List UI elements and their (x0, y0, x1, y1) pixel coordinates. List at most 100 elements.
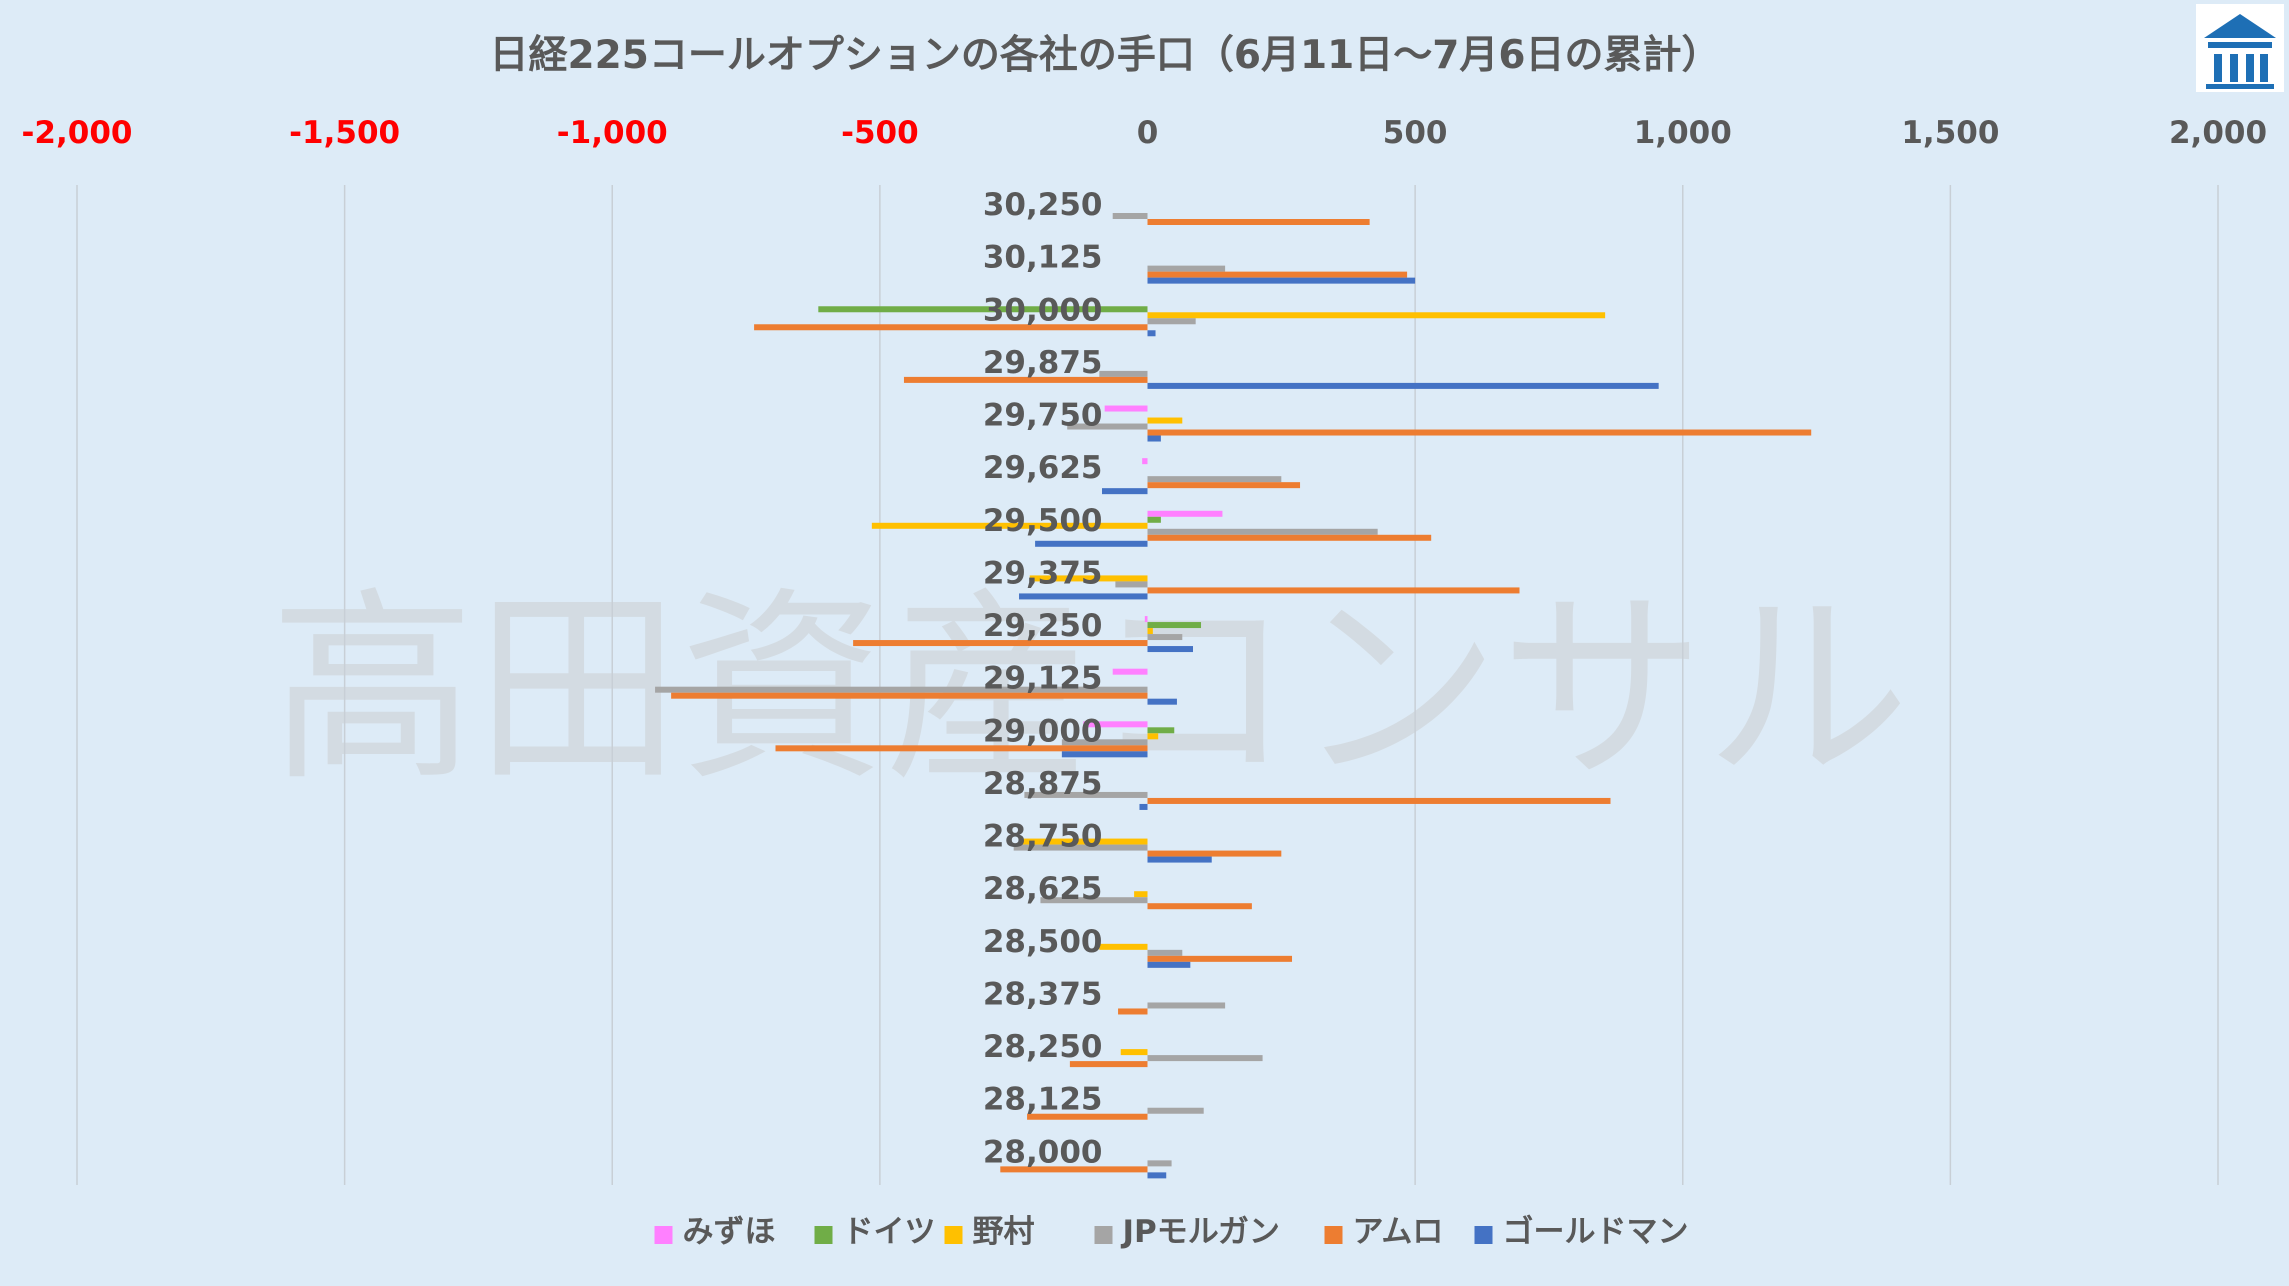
legend-label: ゴールドマン (1503, 1214, 1689, 1250)
category-label: 28,875 (983, 766, 1103, 802)
bar (1019, 593, 1148, 600)
legend-label: ドイツ (843, 1214, 936, 1250)
building-logo-icon (2196, 4, 2284, 92)
legend-swatch (654, 1226, 673, 1244)
legend-label: みずほ (683, 1214, 776, 1250)
bar (1027, 1113, 1148, 1120)
bar (1147, 727, 1175, 734)
category-label: 29,625 (983, 450, 1103, 486)
bar (1147, 534, 1432, 541)
bar (1147, 219, 1370, 225)
bar (1147, 955, 1293, 962)
x-tick-label: 1,500 (1901, 115, 1999, 151)
bar (1147, 646, 1193, 653)
category-label: 28,500 (983, 924, 1103, 960)
bar (1147, 476, 1282, 483)
bar (1147, 622, 1202, 629)
grid-lines (76, 185, 2219, 1185)
category-label: 29,875 (983, 345, 1103, 381)
bar (1147, 435, 1161, 442)
legend-swatch (1324, 1226, 1343, 1244)
bar (1061, 739, 1148, 746)
bar (1104, 405, 1148, 412)
bar (1147, 961, 1191, 968)
x-tick-label: -500 (841, 115, 919, 151)
bar (1144, 616, 1148, 623)
bar (1147, 850, 1282, 857)
bar (1147, 528, 1378, 535)
legend-label: JPモルガン (1121, 1214, 1280, 1250)
bar (1147, 382, 1659, 389)
bar (671, 692, 1148, 699)
bar (1147, 482, 1301, 489)
bar (1147, 318, 1196, 325)
legend-swatch (1094, 1226, 1113, 1244)
bar (1067, 423, 1148, 430)
bar (853, 640, 1148, 647)
x-tick-label: 500 (1383, 115, 1448, 151)
bar (1019, 838, 1148, 845)
x-tick-label: 1,000 (1634, 115, 1732, 151)
bar (1147, 1172, 1167, 1179)
bar (1147, 1160, 1172, 1167)
chart-title: 日経225コールオプションの各社の手口（6月11日～7月6日の累計） (489, 33, 1720, 78)
x-tick-label: -1,500 (289, 115, 400, 151)
bar (1147, 1107, 1204, 1114)
bar (1112, 668, 1148, 675)
bar (1147, 417, 1183, 424)
bar (1029, 575, 1148, 582)
bar (1147, 271, 1408, 278)
bar (1147, 1055, 1263, 1062)
bar (1147, 856, 1212, 863)
bar (1099, 943, 1148, 950)
bar (1147, 628, 1153, 635)
legend-swatch (944, 1226, 963, 1244)
category-label: 28,250 (983, 1029, 1103, 1065)
bar (1069, 1061, 1148, 1068)
bar (1099, 370, 1148, 377)
legend-label: 野村 (973, 1214, 1035, 1250)
category-label: 30,000 (983, 292, 1103, 328)
bar (1147, 516, 1161, 523)
bar (1024, 791, 1148, 798)
bar (1147, 510, 1223, 517)
category-label: 28,375 (983, 976, 1103, 1012)
bar (1147, 733, 1159, 740)
bar (1147, 1002, 1226, 1009)
category-label: 30,125 (983, 240, 1103, 276)
bar (1120, 1049, 1148, 1056)
bar (1142, 458, 1148, 465)
legend-label: アムロ (1353, 1214, 1444, 1250)
category-label: 29,250 (983, 608, 1103, 644)
bar (1147, 698, 1177, 705)
bar (1115, 581, 1148, 588)
bar (1035, 540, 1148, 547)
bar (1083, 721, 1148, 728)
category-label: 28,750 (983, 819, 1103, 855)
category-label: 30,250 (983, 187, 1103, 223)
x-tick-label: 0 (1137, 115, 1159, 151)
category-label: 28,000 (983, 1134, 1103, 1170)
bar (1112, 213, 1148, 219)
bar (1147, 797, 1611, 804)
category-label: 29,500 (983, 503, 1103, 539)
legend: みずほ ドイツ 野村 JPモルガン アムロ ゴールドマン (654, 1214, 1689, 1250)
bar (1147, 949, 1183, 956)
bar (1147, 277, 1416, 284)
category-label: 29,750 (983, 398, 1103, 434)
legend-swatch (1474, 1226, 1493, 1244)
bar (775, 745, 1148, 752)
bar (903, 376, 1148, 383)
x-tick-label: 2,000 (2169, 115, 2267, 151)
category-label: 29,375 (983, 555, 1103, 591)
x-tick-label: -1,000 (557, 115, 668, 151)
bar (1118, 1008, 1148, 1015)
bar (1134, 891, 1148, 898)
legend-swatch (814, 1226, 833, 1244)
bar (1013, 844, 1148, 851)
bar (1147, 265, 1226, 272)
category-label: 29,000 (983, 713, 1103, 749)
bar (655, 686, 1148, 693)
